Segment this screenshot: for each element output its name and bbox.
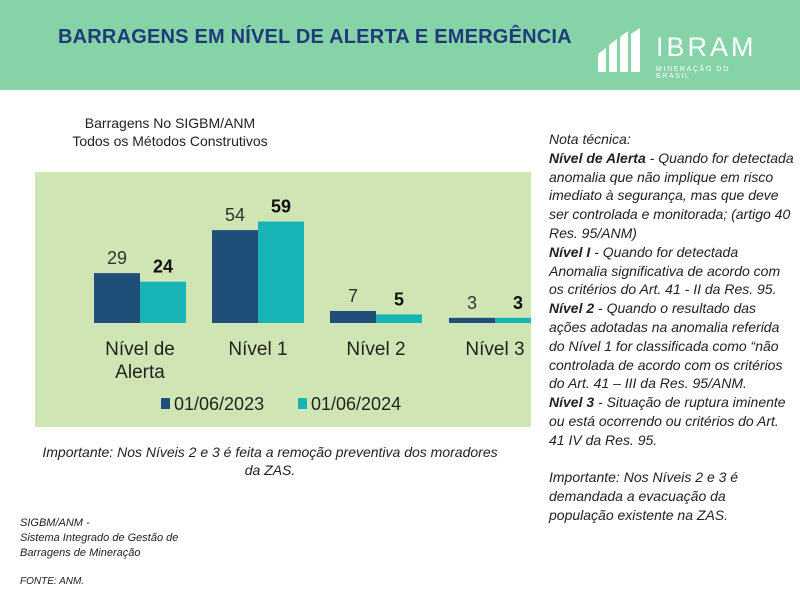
nota-nivel3-label: Nível 3 — [549, 394, 595, 411]
data-label-2-3: 5 — [394, 289, 404, 309]
nota-nivel3-text: - Situação de ruptura iminente ou está o… — [549, 394, 786, 448]
category-label-2: Nível 1 — [228, 339, 287, 360]
bar-1-2 — [212, 230, 258, 323]
bar-2-1 — [140, 281, 186, 323]
bar-2-4 — [495, 317, 531, 323]
data-label-2-4: 3 — [513, 293, 523, 313]
footnote-line3: Barragens de Mineração — [20, 547, 141, 559]
data-label-1-4: 3 — [467, 293, 477, 313]
source-note: FONTE: ANM. — [20, 576, 85, 587]
chart-heading-line2: Todos os Métodos Construtivos — [72, 133, 268, 149]
legend-label-2: 01/06/2024 — [311, 394, 401, 414]
nota-nivel2-text: - Quando o resultado das ações adotadas … — [549, 300, 783, 392]
nota-nivel1: Nível I - Quando for detectada Anomalia … — [549, 243, 794, 299]
nota-nivel1-text: - Quando for detectada Anomalia signific… — [549, 243, 781, 298]
bar-1-4 — [449, 317, 495, 323]
nota-nivel1-label: Nível I — [549, 243, 591, 260]
bar-chart: 29 24 Nível de Alerta 54 59 Nível 1 7 5 Nível 2 3 3… — [35, 172, 531, 427]
chart-important-note: Importante: Nos Níveis 2 e 3 é feita a r… — [42, 444, 498, 478]
data-label-2-2: 59 — [271, 197, 291, 217]
category-label-3: Nível 2 — [346, 339, 405, 360]
bar-2-3 — [376, 314, 422, 323]
header-banner: BARRAGENS EM NÍVEL DE ALERTA E EMERGÊNCI… — [0, 0, 800, 90]
bar-1-1 — [94, 273, 140, 323]
footnote-line1: SIGBM/ANM - — [20, 517, 90, 529]
nota-alerta: Nível de Alerta - Quando for detectada a… — [549, 149, 794, 243]
data-label-1-1: 29 — [107, 248, 127, 268]
nota-nivel2: Nível 2 - Quando o resultado das ações a… — [549, 299, 794, 393]
category-label-4: Nível 3 — [465, 339, 524, 360]
nota-importante: Importante: Nos Níveis 2 e 3 é demandada… — [549, 469, 739, 523]
ibram-logo: IBRAM MINERAÇÃO DO BRASIL — [596, 28, 766, 80]
bar-2-2 — [258, 221, 304, 323]
technical-note: Nota técnica: Nível de Alerta - Quando f… — [549, 130, 794, 525]
legend-swatch-2 — [298, 398, 307, 409]
nota-nivel3: Nível 3 - Situação de ruptura iminente o… — [549, 393, 794, 449]
page-title: BARRAGENS EM NÍVEL DE ALERTA E EMERGÊNCI… — [58, 26, 572, 48]
legend-label-1: 01/06/2023 — [174, 394, 264, 414]
nota-alerta-text: - Quando for detectada anomalia que não … — [549, 149, 794, 241]
data-label-1-3: 7 — [348, 286, 358, 306]
data-label-2-1: 24 — [153, 257, 173, 277]
category-label-1-2: Alerta — [115, 362, 165, 383]
logo-text: IBRAM — [656, 32, 757, 62]
nota-nivel2-label: Nível 2 — [549, 300, 595, 317]
sigbm-footnote: SIGBM/ANM - Sistema Integrado de Gestão … — [20, 516, 178, 561]
nota-heading: Nota técnica: — [549, 131, 631, 147]
chart-heading-line1: Barragens No SIGBM/ANM — [84, 115, 256, 131]
ibram-logo-icon — [598, 28, 640, 72]
data-label-1-2: 54 — [225, 205, 245, 225]
logo-subtitle: MINERAÇÃO DO BRASIL — [656, 66, 731, 80]
bar-1-3 — [330, 310, 376, 323]
legend-swatch-1 — [161, 398, 170, 409]
category-label-1-1: Nível de — [105, 339, 175, 360]
chart-heading: Barragens No SIGBM/ANM Todos os Métodos … — [20, 114, 320, 150]
nota-alerta-label: Nível de Alerta — [549, 149, 646, 166]
footnote-line2: Sistema Integrado de Gestão de — [20, 532, 179, 544]
